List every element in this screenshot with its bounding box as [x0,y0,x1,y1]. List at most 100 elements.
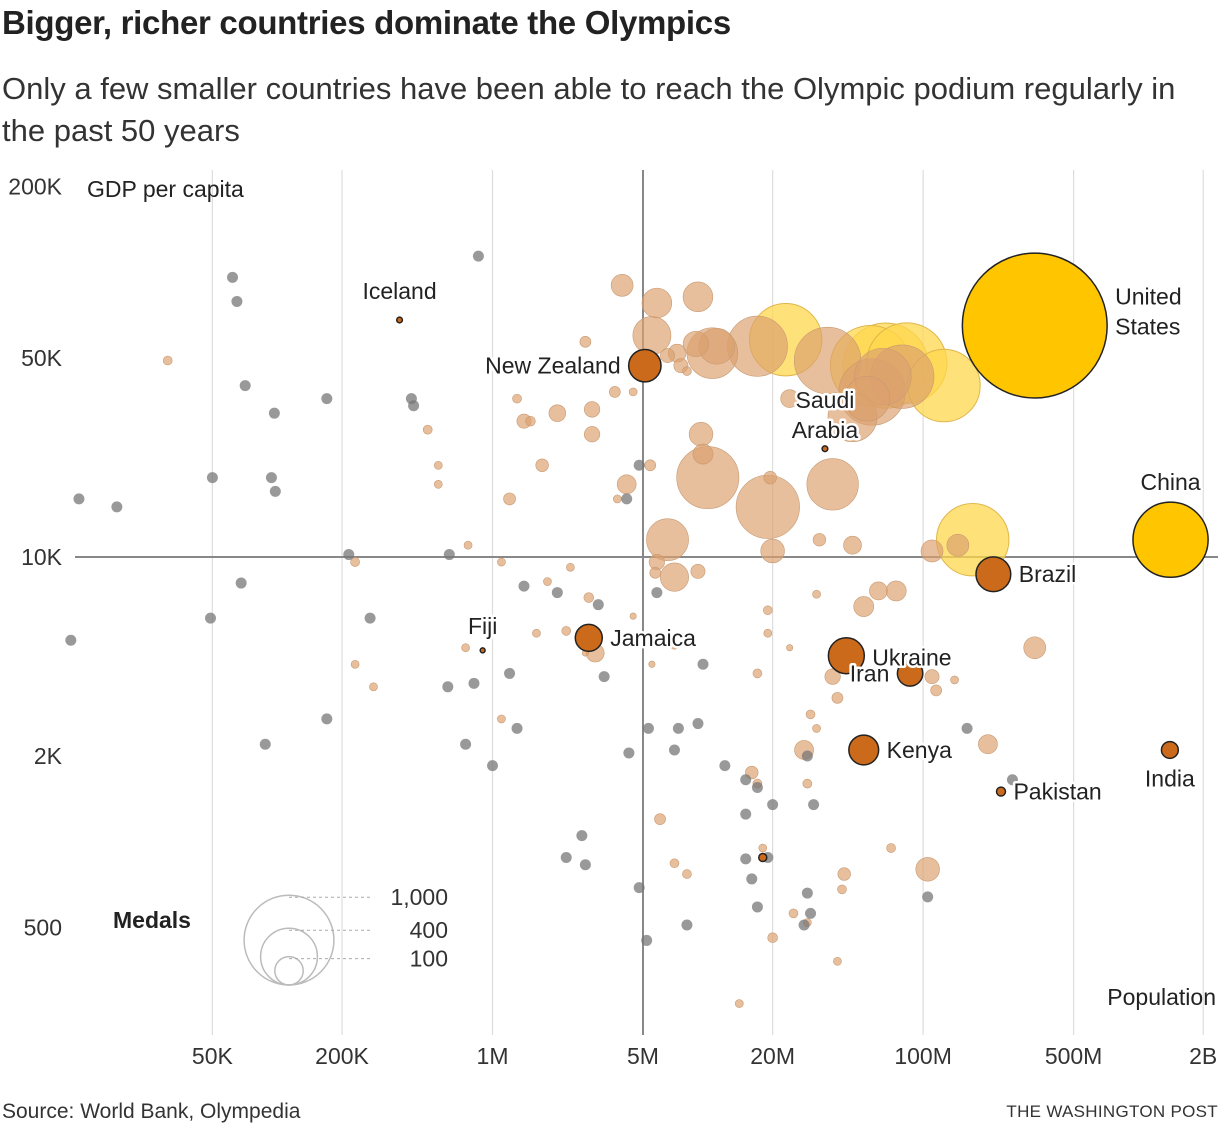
country-bubble [579,336,592,348]
country-bubble [560,852,572,864]
country-bubble [812,589,821,599]
country-bubble [511,722,523,734]
country-bubble [978,734,998,755]
country-bubble [1006,774,1018,786]
country-bubble [946,533,970,557]
country-bubble [579,859,591,871]
country-bubble [350,659,360,669]
country-label: Kenya [887,737,952,763]
country-bubble [525,415,536,427]
country-bubble [442,681,454,693]
country-bubble [504,667,516,679]
country-bubble [767,932,778,943]
x-tick-label: 50K [192,1043,234,1069]
country-bubble [259,738,271,750]
legend-label: 1,000 [390,884,448,910]
country-bubble [719,760,731,772]
country-label: United States [1115,284,1181,340]
country-bubble [651,587,663,599]
country-bubble [269,485,281,497]
country-bubble [235,577,247,589]
source-note: Source: World Bank, Olympedia [2,1100,301,1123]
country-bubble [751,782,763,794]
country-bubble [812,724,821,733]
country-bubble [73,493,85,505]
y-tick-label: 10K [21,544,63,570]
country-bubble [801,887,813,899]
country-bubble [806,458,859,511]
country-bubble [443,549,455,561]
country-bubble [1023,636,1047,660]
y-tick-label: 200K [8,174,62,200]
country-bubble [660,348,675,363]
country-bubble [641,287,673,319]
y-tick-label: 2K [34,743,63,769]
country-bubble [566,562,575,572]
country-bubble [740,774,752,786]
legend-label: 100 [410,946,448,972]
country-label: Pakistan [1013,779,1101,805]
chart-title: Bigger, richer countries dominate the Ol… [2,4,731,41]
chart-subtitle: Only a few smaller countries have been a… [2,71,1176,148]
country-bubble [512,393,522,404]
country-bubble [610,274,634,297]
country-bubble [763,605,773,616]
country-bubble [642,722,654,734]
country-bubble [751,901,763,913]
country-bubble [623,747,635,759]
country-bubble [463,540,473,550]
country-bubble [802,778,813,789]
legend-circle [274,955,304,986]
country-bubble [646,518,689,562]
country-bubble-new-zealand [627,348,662,383]
country-bubble [433,460,443,470]
country-bubble [532,628,541,638]
country-bubble [205,612,217,624]
country-bubble [472,250,484,262]
country-bubble [227,271,239,283]
country-bubble [231,295,243,307]
country-bubble [598,671,610,683]
country-bubble [369,682,378,692]
country-bubble [869,581,888,601]
country-bubble-jamaica [574,623,604,653]
country-bubble [583,426,601,443]
country-bubble [786,644,794,652]
country-bubble [583,401,601,418]
country-bubble [831,692,844,704]
country-bubble [644,459,656,472]
country-bubble [628,387,638,397]
country-bubble-brazil [975,556,1012,593]
country-bubble [669,858,680,869]
country-bubble [649,567,662,579]
country-bubble [812,533,827,547]
country-bubble [681,919,693,931]
size-legend: Medals 1,000 400 100 [113,884,448,986]
country-bubble [746,873,758,885]
country-bubble [433,480,443,489]
country-bubble-saudi-arabia [821,445,829,453]
country-bubble-united-states [961,252,1108,399]
country-bubble [961,722,973,734]
country-bubble [551,587,563,599]
country-bubble [609,386,621,398]
y-axis-label: GDP per capita [87,176,244,202]
country-bubble [535,458,549,472]
country-bubble [343,549,355,561]
country-bubble [760,538,785,564]
country-bubble [405,393,417,405]
y-tick-label: 50K [21,345,63,371]
country-bubble [654,813,666,825]
country-bubble [767,799,779,811]
country-bubble [629,612,637,620]
bubbles [65,250,1209,1008]
country-bubble [924,669,940,685]
country-bubble [641,934,653,946]
country-bubble [950,675,959,685]
country-bubble [808,799,820,811]
country-bubble [111,501,123,513]
country-bubble [682,366,692,376]
country-bubble [798,919,810,931]
y-tick-label: 500 [24,914,62,940]
